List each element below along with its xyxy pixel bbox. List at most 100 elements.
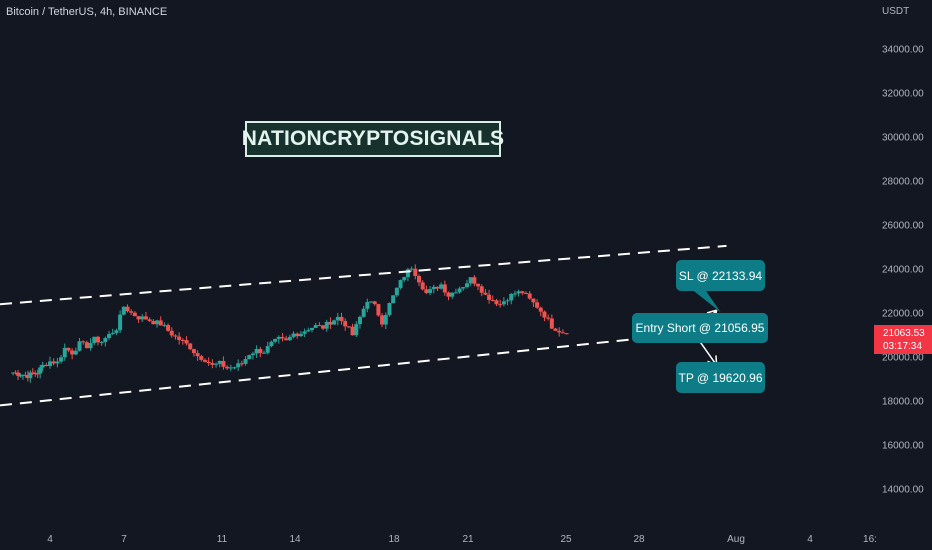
candle-body (99, 342, 104, 344)
candle-body (25, 375, 30, 379)
candle-body (232, 367, 237, 369)
stop-loss-callout[interactable]: SL @ 22133.94 (676, 260, 765, 291)
candle-body (439, 284, 444, 289)
candle-body (44, 364, 49, 367)
candle-body (295, 333, 300, 337)
candle-body (391, 295, 396, 304)
candle-body (217, 360, 222, 364)
candle-body (155, 320, 160, 325)
candle-countdown: 03:17:34 (883, 341, 922, 352)
candle-body (298, 333, 303, 337)
candle-body (35, 373, 40, 375)
candle-body (383, 314, 388, 325)
candle-body (132, 312, 137, 317)
candle-body (505, 300, 510, 302)
candle-body (457, 288, 462, 293)
watermark-label: NATIONCRYPTOSIGNALS (242, 121, 504, 157)
candle-body (114, 330, 119, 333)
candle-body (420, 282, 425, 290)
x-tick-label: 14 (289, 534, 301, 545)
candle-body (553, 328, 558, 331)
entry-callout[interactable]: Entry Short @ 21056.95 (632, 313, 768, 343)
candle-body (287, 336, 292, 341)
candle-body (221, 360, 226, 367)
candle-body (147, 319, 152, 322)
candle-body (180, 339, 185, 341)
x-tick-label: 18 (388, 534, 400, 545)
candle-body (339, 316, 344, 322)
y-tick-label: 30000.00 (882, 133, 924, 144)
y-tick-label: 20000.00 (882, 353, 924, 364)
candle-body (162, 325, 167, 327)
candle-body (509, 293, 514, 301)
y-tick-label: 16000.00 (882, 441, 924, 452)
candle-body (13, 372, 18, 374)
candle-body (88, 343, 93, 349)
candle-body (84, 342, 89, 349)
candle-body (476, 283, 481, 287)
candle-body (177, 336, 182, 340)
candle-body (313, 325, 318, 328)
candle-body (258, 349, 263, 354)
candle-body (365, 301, 370, 309)
y-tick-label: 24000.00 (882, 265, 924, 276)
candles (11, 264, 569, 383)
take-profit-callout[interactable]: TP @ 19620.96 (676, 362, 765, 393)
candle-body (280, 336, 285, 339)
y-axis-currency: USDT (882, 6, 909, 17)
candle-body (140, 316, 145, 320)
candle-body (516, 291, 521, 294)
y-tick-label: 32000.00 (882, 89, 924, 100)
candle-body (184, 340, 189, 344)
candle-body (38, 367, 43, 374)
y-tick-label: 28000.00 (882, 177, 924, 188)
candle-body (464, 283, 469, 288)
candle-body (376, 304, 381, 316)
candle-body (66, 347, 71, 351)
candle-body (346, 326, 351, 328)
candle-body (372, 301, 377, 305)
channel-lower-line (0, 328, 727, 407)
candle-body (409, 268, 414, 270)
candle-body (250, 353, 255, 356)
candle-body (354, 324, 359, 336)
x-tick-label: 21 (462, 534, 474, 545)
candle-body (214, 363, 219, 365)
candle-body (450, 292, 455, 297)
candle-body (328, 321, 333, 325)
candle-body (62, 347, 67, 358)
candle-body (398, 280, 403, 288)
candle-body (494, 300, 499, 305)
candle-body (357, 316, 362, 325)
candle-body (202, 359, 207, 362)
candle-body (158, 320, 163, 326)
candle-body (228, 367, 233, 369)
candle-body (453, 292, 458, 294)
candle-body (535, 302, 540, 308)
current-price: 21063.53 (883, 328, 925, 339)
candle-body (206, 361, 211, 364)
candle-body (402, 277, 407, 281)
candle-body (107, 334, 112, 339)
candle-body (461, 287, 466, 289)
candle-body (143, 316, 148, 320)
candle-body (110, 332, 115, 335)
candle-body (23, 374, 28, 376)
y-tick-label: 34000.00 (882, 45, 924, 56)
candle-body (435, 286, 440, 289)
candle-body (546, 317, 551, 319)
candle-body (564, 333, 569, 335)
candle-body (40, 364, 45, 368)
candle-body (549, 318, 554, 329)
candle-body (428, 289, 433, 293)
candle-body (431, 286, 436, 290)
x-tick-label: 7 (121, 534, 127, 545)
candle-body (538, 307, 543, 312)
candle-body (103, 338, 108, 343)
candle-body (48, 361, 52, 367)
candle-body (531, 298, 536, 303)
candle-body (361, 308, 366, 317)
axes: USDT 14000.00 16000.00 18000.00 20000.00 2200… (47, 6, 924, 545)
candle-body (247, 355, 252, 359)
